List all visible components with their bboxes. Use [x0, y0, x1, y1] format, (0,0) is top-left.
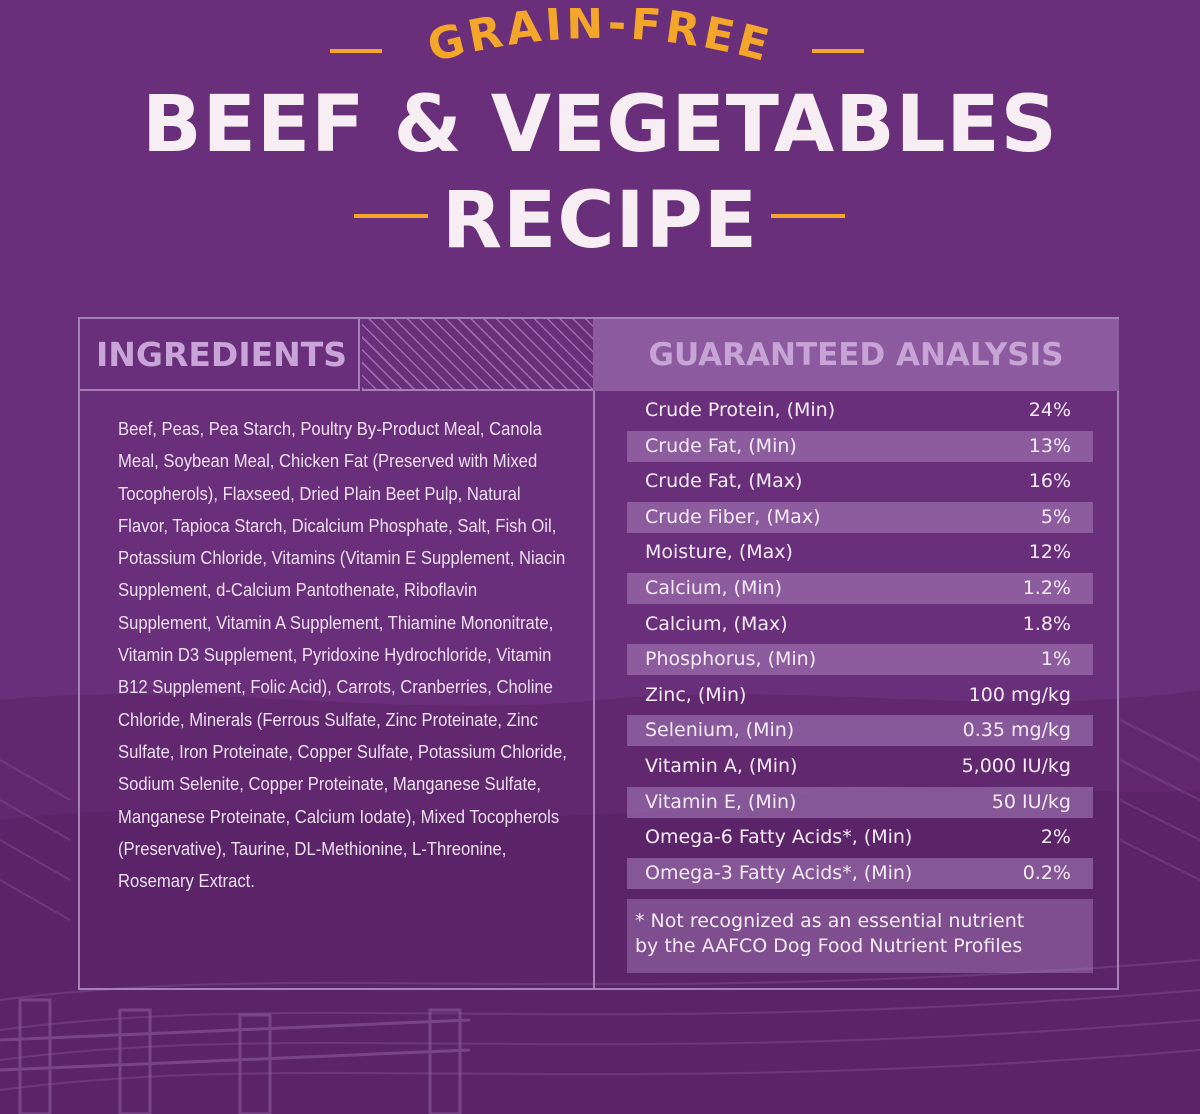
analysis-row: Vitamin E, (Min) 50 IU/kg: [627, 786, 1093, 818]
analysis-label: Crude Fiber, (Max): [645, 505, 821, 528]
subtitle-arc: GRAIN-FREE: [423, 8, 778, 73]
analysis-row: Zinc, (Min) 100 mg/kg: [627, 680, 1093, 711]
title-dash-left: [354, 214, 428, 218]
hatch-pattern: [362, 319, 593, 391]
analysis-row: Vitamin A, (Min) 5,000 IU/kg: [627, 751, 1093, 782]
nutrition-panel: INGREDIENTS Beef, Peas, Pea Starch, Poul…: [78, 317, 1119, 990]
analysis-value: 2%: [1040, 826, 1071, 849]
subtitle-row: GRAIN-FREE: [0, 8, 1200, 78]
analysis-value: 1.2%: [1022, 577, 1071, 599]
analysis-label: Crude Protein, (Min): [645, 399, 836, 421]
analysis-label: Omega-3 Fatty Acids*, (Min): [645, 861, 913, 884]
title-dash-right: [771, 214, 845, 218]
analysis-row: Moisture, (Max) 12%: [627, 537, 1093, 568]
ingredients-heading: INGREDIENTS: [80, 319, 360, 391]
analysis-value: 16%: [1028, 470, 1071, 493]
analysis-label: Selenium, (Min): [645, 719, 795, 742]
analysis-value: 1.8%: [1022, 612, 1071, 635]
subtitle-dash-left: [330, 49, 382, 53]
subtitle-dash-right: [812, 49, 864, 53]
analysis-row: Calcium, (Min) 1.2%: [627, 573, 1093, 604]
analysis-row: Selenium, (Min) 0.35 mg/kg: [627, 715, 1093, 747]
analysis-label: Calcium, (Max): [645, 612, 788, 635]
analysis-row: Crude Fat, (Min) 13%: [627, 430, 1093, 462]
analysis-value: 100 mg/kg: [968, 683, 1071, 706]
analysis-value: 0.2%: [1022, 861, 1071, 884]
analysis-value: 5%: [1040, 505, 1071, 528]
recipe-title-line1: BEEF & VEGETABLES: [142, 80, 1058, 170]
analysis-row: Crude Fiber, (Max) 5%: [627, 501, 1093, 533]
analysis-label: Vitamin E, (Min): [645, 790, 797, 813]
analysis-value: 5,000 IU/kg: [961, 755, 1071, 777]
guaranteed-analysis-heading: GUARANTEED ANALYSIS: [593, 319, 1119, 391]
analysis-value: 24%: [1028, 399, 1071, 421]
analysis-label: Crude Fat, (Max): [645, 470, 803, 493]
analysis-label: Zinc, (Min): [645, 683, 747, 706]
analysis-row: Omega-6 Fatty Acids*, (Min) 2%: [627, 822, 1093, 853]
analysis-label: Phosphorus, (Min): [645, 648, 817, 671]
analysis-row: Calcium, (Max) 1.8%: [627, 609, 1093, 640]
analysis-label: Calcium, (Min): [645, 577, 783, 599]
subtitle-text: GRAIN-FREE: [423, 8, 774, 73]
analysis-label: Crude Fat, (Min): [645, 434, 797, 457]
footnote-line2: by the AAFCO Dog Food Nutrient Profiles: [635, 935, 1023, 957]
footnote: * Not recognized as an essential nutrien…: [627, 899, 1093, 973]
recipe-title-line2: RECIPE: [441, 176, 759, 266]
analysis-value: 0.35 mg/kg: [962, 719, 1071, 742]
analysis-label: Vitamin A, (Min): [645, 755, 798, 777]
footnote-line1: * Not recognized as an essential nutrien…: [635, 910, 1025, 932]
analysis-label: Moisture, (Max): [645, 541, 793, 564]
analysis-value: 1%: [1040, 648, 1071, 671]
analysis-row: Crude Fat, (Max) 16%: [627, 466, 1093, 497]
ingredients-list: Beef, Peas, Pea Starch, Poultry By-Produ…: [118, 418, 567, 892]
ingredients-section: INGREDIENTS Beef, Peas, Pea Starch, Poul…: [80, 319, 595, 988]
svg-text:GRAIN-FREE: GRAIN-FREE: [423, 8, 778, 73]
analysis-label: Omega-6 Fatty Acids*, (Min): [645, 826, 913, 849]
analysis-row: Omega-3 Fatty Acids*, (Min) 0.2%: [627, 857, 1093, 889]
guaranteed-analysis-section: GUARANTEED ANALYSIS Crude Protein, (Min)…: [593, 319, 1119, 988]
header: GRAIN-FREE BEEF & VEGETABLES RECIPE: [0, 0, 1200, 300]
analysis-row: Crude Protein, (Min) 24%: [627, 395, 1093, 426]
analysis-value: 13%: [1028, 434, 1071, 457]
analysis-row: Phosphorus, (Min) 1%: [627, 644, 1093, 676]
analysis-value: 50 IU/kg: [991, 790, 1071, 813]
analysis-value: 12%: [1028, 541, 1071, 564]
